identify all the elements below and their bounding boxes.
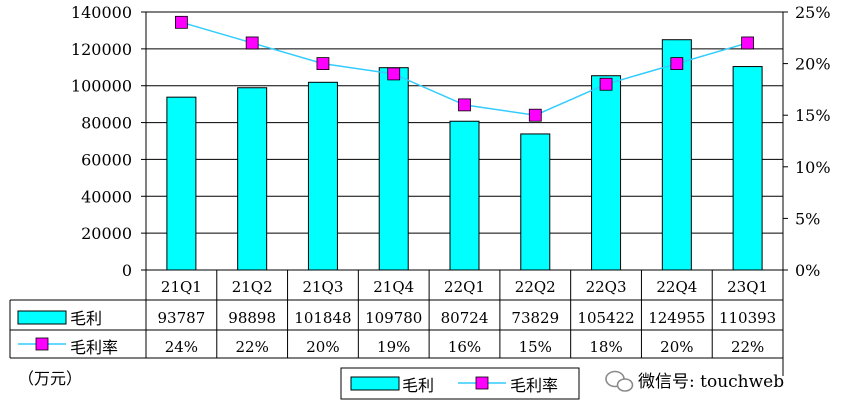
y2-tick-label: 15% [795,106,831,125]
table-cell-value: 105422 [577,309,634,327]
point [599,77,613,91]
bar [449,120,480,271]
bar [307,81,338,271]
bar [378,67,409,271]
table-cell-rate: 22% [731,338,764,356]
y-tick-label: 0 [122,261,132,280]
table-cell-rate: 24% [165,338,198,356]
table-cell-value: 110393 [719,309,776,327]
point [316,57,330,70]
line-series [174,15,755,122]
table-cell-value: 73829 [511,309,559,327]
point [245,36,259,50]
x-tick-label: 21Q3 [302,278,343,296]
table-cell-value: 98898 [228,309,276,327]
table-cell-rate: 15% [519,338,552,356]
table-cell-value: 93787 [158,309,206,327]
legend-key-bar [350,376,400,391]
y-tick-label: 100000 [71,77,132,96]
row-key-bar [17,310,67,325]
x-tick-label: 22Q3 [586,278,627,296]
y-tick-label: 80000 [81,114,132,133]
watermark: 微信号: touchweb [605,370,784,392]
wechat-icon [605,370,634,392]
bar [591,75,622,271]
bar [237,87,268,271]
table-cell-value: 101848 [294,309,351,327]
table-cell-rate: 19% [377,338,410,356]
point [741,36,755,50]
y2-tick-label: 25% [795,3,831,22]
bar-series [166,39,763,271]
point [528,108,542,122]
x-tick-label: 22Q1 [444,278,485,296]
left-axis-ticks: 0 20000 40000 60000 80000 100000 120000 140000 [71,3,146,280]
table-cell-rate: 20% [306,338,339,356]
x-tick-label: 21Q2 [232,278,273,296]
point [670,57,684,70]
legend-label: 毛利 [402,376,434,395]
x-tick-label: 21Q1 [161,278,202,296]
point [174,15,188,29]
bar [661,39,692,271]
row-header-label: 毛利率 [70,338,118,357]
table-cell-rate: 20% [660,338,693,356]
y-tick-label: 140000 [71,3,132,22]
bar [732,66,763,271]
table-cell-value: 124955 [648,309,705,327]
x-tick-label: 22Q2 [515,278,556,296]
y-tick-label: 40000 [81,187,132,206]
row-header-label: 毛利 [70,309,102,328]
y2-tick-label: 5% [795,209,820,228]
x-tick-label: 22Q4 [656,278,697,296]
legend-label: 毛利率 [510,376,558,395]
bar [520,133,551,271]
point [387,67,401,81]
bar [166,96,197,271]
table-cell-rate: 22% [235,338,268,356]
row-key-marker [35,337,49,351]
y2-tick-label: 20% [795,55,831,74]
y-tick-label: 120000 [71,40,132,59]
right-axis-ticks: 0% 5% 10% 15% 20% 25% [783,3,831,280]
data-table: 21Q1 93787 24% 21Q2 98898 22% 21Q3 101848 20% 21Q… [9,269,784,359]
unit-label: （万元） [18,369,82,388]
y-tick-label: 20000 [81,224,132,243]
table-cell-rate: 18% [589,338,622,356]
x-tick-label: 21Q4 [373,278,414,296]
legend-key-marker [475,376,489,390]
point [458,98,471,112]
y-tick-label: 60000 [81,150,132,169]
y2-tick-label: 0% [795,261,820,280]
x-tick-label: 23Q1 [727,278,768,296]
watermark-text: 微信号: touchweb [638,372,784,392]
table-cell-value: 80724 [441,309,489,327]
table-cell-rate: 16% [448,338,481,356]
y2-tick-label: 10% [795,158,831,177]
table-cell-value: 109780 [365,309,422,327]
legend: 毛利 毛利率 [340,367,580,400]
